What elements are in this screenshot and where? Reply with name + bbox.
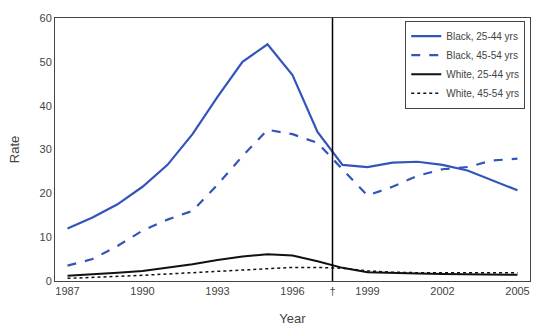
svg-text:1996: 1996 (280, 285, 304, 297)
svg-text:50: 50 (40, 56, 52, 68)
svg-text:10: 10 (40, 231, 52, 243)
svg-text:White, 25-44 yrs: White, 25-44 yrs (446, 69, 519, 80)
svg-text:1999: 1999 (355, 285, 379, 297)
svg-text:Year: Year (279, 311, 306, 326)
svg-text:†: † (329, 285, 335, 297)
svg-text:0: 0 (46, 275, 52, 287)
svg-text:Black, 25-44 yrs: Black, 25-44 yrs (446, 31, 518, 42)
svg-text:2002: 2002 (430, 285, 454, 297)
svg-text:40: 40 (40, 100, 52, 112)
svg-text:1987: 1987 (55, 285, 79, 297)
svg-text:1990: 1990 (130, 285, 154, 297)
svg-text:2005: 2005 (505, 285, 529, 297)
svg-text:30: 30 (40, 143, 52, 155)
svg-text:Black, 45-54 yrs: Black, 45-54 yrs (446, 50, 518, 61)
svg-text:Rate: Rate (7, 136, 22, 163)
svg-text:White, 45-54 yrs: White, 45-54 yrs (446, 88, 519, 99)
svg-text:20: 20 (40, 187, 52, 199)
svg-text:60: 60 (40, 12, 52, 24)
svg-text:1993: 1993 (205, 285, 229, 297)
